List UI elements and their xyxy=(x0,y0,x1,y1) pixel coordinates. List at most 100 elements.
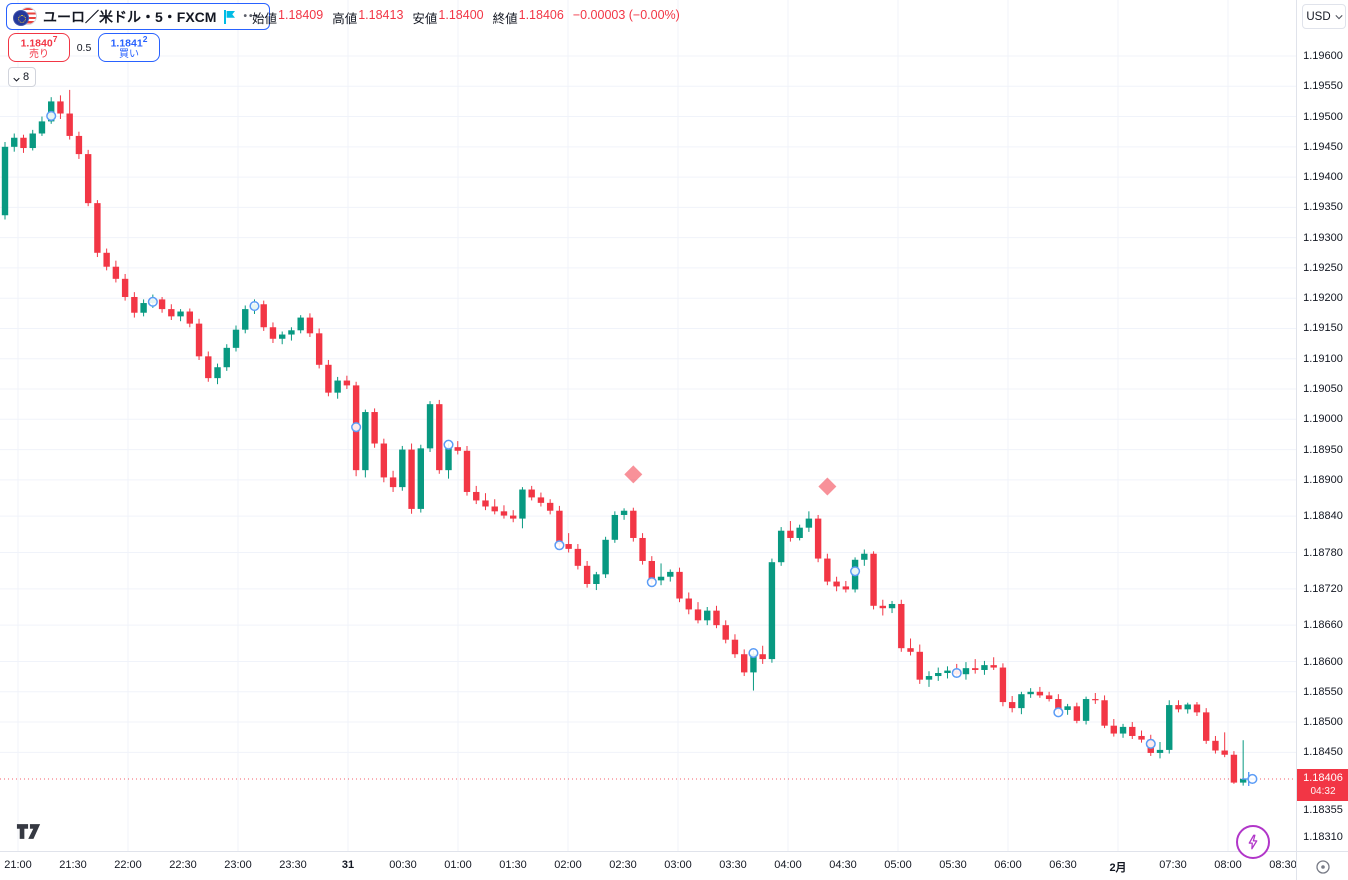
high-value: 1.18413 xyxy=(358,8,404,22)
price-chart[interactable] xyxy=(0,0,1296,851)
candle xyxy=(630,510,637,538)
candle xyxy=(121,278,129,297)
spread-value: 0.5 xyxy=(76,41,92,54)
price-tick-label: 1.19000 xyxy=(1303,413,1343,426)
price-tick-label: 1.18550 xyxy=(1303,685,1343,698)
candle xyxy=(824,558,831,582)
price-tick-label: 1.18355 xyxy=(1303,803,1343,816)
candle xyxy=(1064,706,1071,710)
candle xyxy=(223,347,230,368)
scroll-to-realtime-icon[interactable] xyxy=(1315,859,1331,875)
candle xyxy=(842,586,850,590)
candle xyxy=(20,137,27,149)
candle xyxy=(704,610,711,621)
candle xyxy=(1092,699,1099,701)
candle xyxy=(463,450,471,492)
time-tick-label: 00:30 xyxy=(389,859,417,871)
sell-button[interactable]: 1.18407 売り xyxy=(8,33,70,62)
time-tick-label: 22:30 xyxy=(169,859,197,871)
candle xyxy=(999,667,1007,703)
candle xyxy=(1045,695,1053,700)
candle xyxy=(75,135,83,155)
price-tick-label: 1.18950 xyxy=(1303,443,1343,456)
high-label: 高値 xyxy=(332,12,358,26)
close-label: 終値 xyxy=(492,12,518,26)
trade-panel: 1.18407 売り 0.5 1.18412 買い xyxy=(8,33,160,62)
price-tick-label: 1.18500 xyxy=(1303,716,1343,729)
candle xyxy=(288,330,295,335)
flag-icon[interactable] xyxy=(223,9,236,25)
candle xyxy=(29,133,36,149)
candle xyxy=(1203,712,1210,741)
candle xyxy=(944,670,951,674)
candle xyxy=(731,639,739,655)
object-tree-badge[interactable]: 8 xyxy=(8,67,37,87)
candle xyxy=(454,447,461,451)
candle xyxy=(935,673,942,677)
price-tick-label: 1.18450 xyxy=(1303,746,1343,759)
candle xyxy=(1175,705,1182,710)
eurusd-pair-icon xyxy=(13,6,37,27)
candle xyxy=(112,266,120,279)
candle xyxy=(232,329,240,348)
axis-corner xyxy=(1296,851,1348,880)
order-marker-icon xyxy=(443,439,454,450)
candle xyxy=(759,654,766,660)
candle xyxy=(722,625,729,640)
more-options-icon[interactable]: ••• xyxy=(243,11,260,22)
candle xyxy=(131,296,138,313)
candle xyxy=(186,311,193,324)
time-tick-label: 08:30 xyxy=(1269,859,1297,871)
candle xyxy=(667,571,674,577)
currency-dropdown[interactable]: USD xyxy=(1302,4,1346,29)
price-tick-label: 1.19400 xyxy=(1303,171,1343,184)
price-tick-label: 1.18780 xyxy=(1303,546,1343,559)
candle xyxy=(343,380,351,386)
candle xyxy=(750,654,757,673)
sell-label: 売り xyxy=(29,49,49,60)
candle xyxy=(94,203,101,253)
candle xyxy=(315,333,323,365)
candle xyxy=(879,605,886,609)
price-axis[interactable]: 1.18406 04:32 1.19600 1.19550 1.19500 1.194… xyxy=(1296,0,1348,851)
candle xyxy=(380,443,388,478)
time-tick-label: 21:30 xyxy=(59,859,87,871)
time-axis[interactable]: 21:00 21:30 22:00 22:30 23:00 23:30 31 00:30 01:… xyxy=(0,851,1297,880)
candle xyxy=(814,518,822,559)
time-tick-label: 04:30 xyxy=(829,859,857,871)
candle xyxy=(269,327,277,339)
candle xyxy=(371,412,378,444)
time-tick-label: 08:00 xyxy=(1214,859,1242,871)
candle xyxy=(1,146,9,216)
candle xyxy=(907,648,914,652)
price-tick-label: 1.18600 xyxy=(1303,655,1343,668)
candle xyxy=(1230,754,1238,783)
low-value: 1.18400 xyxy=(438,8,484,22)
price-tick-label: 1.19350 xyxy=(1303,201,1343,214)
lightning-bolt-icon[interactable] xyxy=(1236,825,1270,859)
time-tick-label: 31 xyxy=(341,859,355,871)
symbol-button[interactable]: ユーロ／米ドル・5・FXCM ••• xyxy=(6,3,270,30)
chevron-down-icon xyxy=(1335,12,1343,19)
candle xyxy=(602,539,609,575)
time-tick-label: 22:00 xyxy=(114,859,142,871)
time-tick-label: 03:30 xyxy=(719,859,747,871)
candle xyxy=(777,530,785,563)
buy-price: 1.18412 xyxy=(110,34,148,50)
candle xyxy=(639,537,646,561)
order-marker-icon xyxy=(147,296,158,307)
candle xyxy=(972,668,979,670)
candle xyxy=(537,497,545,503)
candle xyxy=(473,491,480,501)
tradingview-logo[interactable] xyxy=(16,823,42,845)
current-price-value: 1.18406 xyxy=(1303,772,1343,784)
time-tick-label: 21:00 xyxy=(4,859,32,871)
candle xyxy=(611,514,619,540)
current-price-label: 1.18406 04:32 xyxy=(1297,769,1348,801)
price-tick-label: 1.18900 xyxy=(1303,473,1343,486)
price-tick-label: 1.19550 xyxy=(1303,80,1343,93)
buy-button[interactable]: 1.18412 買い xyxy=(98,33,160,62)
candle xyxy=(574,548,582,566)
price-tick-label: 1.19200 xyxy=(1303,292,1343,305)
time-tick-label: 06:30 xyxy=(1049,859,1077,871)
